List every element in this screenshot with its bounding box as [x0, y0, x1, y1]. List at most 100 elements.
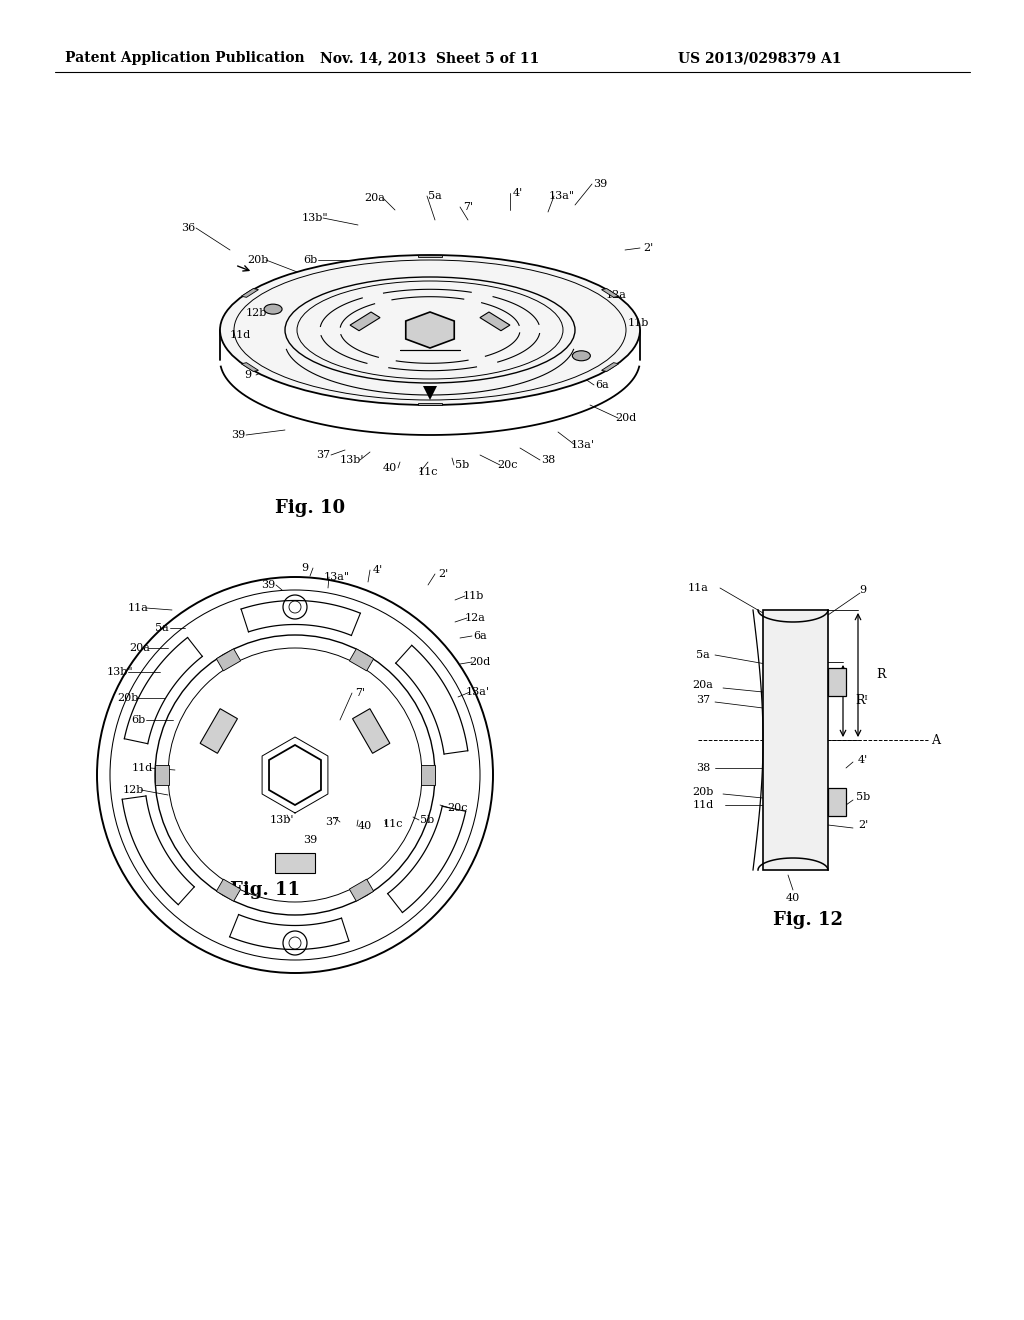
Text: R: R: [876, 668, 886, 681]
Text: 20a: 20a: [692, 680, 714, 690]
Polygon shape: [269, 744, 321, 805]
Polygon shape: [828, 788, 846, 816]
Text: 13a": 13a": [549, 191, 575, 201]
Text: 7': 7': [463, 202, 473, 213]
Text: 13a": 13a": [324, 572, 350, 582]
Text: 11b: 11b: [462, 591, 483, 601]
Text: 38: 38: [696, 763, 710, 774]
Text: 5a: 5a: [696, 649, 710, 660]
Text: 39: 39: [230, 430, 245, 440]
Text: Rᴵ: Rᴵ: [855, 694, 867, 708]
Text: 4': 4': [513, 187, 523, 198]
Text: 20a: 20a: [365, 193, 385, 203]
Text: 5b: 5b: [420, 814, 434, 825]
Text: 37: 37: [325, 817, 339, 828]
Text: 36: 36: [181, 223, 196, 234]
Text: 12a: 12a: [605, 290, 627, 300]
Polygon shape: [424, 635, 435, 647]
Text: 11c: 11c: [383, 818, 403, 829]
Text: 39: 39: [261, 579, 275, 590]
Polygon shape: [216, 648, 241, 671]
Text: Fig. 11: Fig. 11: [230, 880, 300, 899]
Text: 12b: 12b: [122, 785, 143, 795]
Text: 6a: 6a: [595, 380, 609, 389]
Text: 5b: 5b: [856, 792, 870, 803]
Text: 11a: 11a: [687, 583, 709, 593]
Text: 20d: 20d: [615, 413, 637, 422]
Text: Fig. 10: Fig. 10: [275, 499, 345, 517]
Text: 20b: 20b: [692, 787, 714, 797]
Text: 38: 38: [541, 455, 555, 465]
Text: 11c: 11c: [418, 467, 438, 477]
Text: 20c: 20c: [498, 459, 518, 470]
Text: 40: 40: [383, 463, 397, 473]
Text: A: A: [932, 734, 940, 747]
Polygon shape: [423, 385, 437, 400]
Text: 13b': 13b': [269, 814, 294, 825]
Text: 40: 40: [785, 894, 800, 903]
Polygon shape: [763, 610, 828, 870]
Polygon shape: [216, 879, 241, 902]
Text: 9: 9: [301, 564, 308, 573]
Polygon shape: [350, 312, 380, 331]
Text: Patent Application Publication: Patent Application Publication: [66, 51, 305, 65]
Ellipse shape: [220, 255, 640, 405]
Polygon shape: [601, 289, 618, 297]
Polygon shape: [349, 879, 374, 902]
Polygon shape: [155, 635, 166, 647]
Polygon shape: [406, 312, 455, 348]
Polygon shape: [418, 403, 442, 405]
Text: Fig. 12: Fig. 12: [773, 911, 843, 929]
Text: 39: 39: [593, 180, 607, 189]
Polygon shape: [242, 363, 258, 371]
Text: 6a: 6a: [473, 631, 486, 642]
Text: 7': 7': [355, 688, 366, 698]
Polygon shape: [352, 709, 390, 754]
Text: 2': 2': [438, 569, 449, 579]
Polygon shape: [200, 709, 238, 754]
Polygon shape: [828, 668, 846, 696]
Text: 20c: 20c: [447, 803, 468, 813]
Polygon shape: [418, 255, 442, 257]
Polygon shape: [480, 312, 510, 331]
Text: 40: 40: [357, 821, 372, 832]
Text: 20d: 20d: [469, 657, 490, 667]
Text: 13b": 13b": [302, 213, 329, 223]
Text: 13b': 13b': [340, 455, 365, 465]
Text: 37: 37: [316, 450, 330, 459]
Text: 20b: 20b: [118, 693, 138, 704]
Text: 2': 2': [858, 820, 868, 830]
Text: 4': 4': [373, 565, 383, 576]
Ellipse shape: [264, 304, 282, 314]
Text: US 2013/0298379 A1: US 2013/0298379 A1: [678, 51, 842, 65]
Text: Nov. 14, 2013  Sheet 5 of 11: Nov. 14, 2013 Sheet 5 of 11: [321, 51, 540, 65]
Polygon shape: [242, 289, 258, 297]
Text: 9: 9: [859, 585, 866, 595]
Text: 39: 39: [303, 836, 317, 845]
Text: 20a: 20a: [130, 643, 151, 653]
Text: 20b: 20b: [248, 255, 268, 265]
Text: 11d: 11d: [229, 330, 251, 341]
Text: 12a: 12a: [465, 612, 485, 623]
Polygon shape: [421, 766, 435, 785]
Text: 6b: 6b: [131, 715, 145, 725]
Text: 37: 37: [696, 696, 710, 705]
Text: 9: 9: [245, 370, 252, 380]
Text: 13a': 13a': [571, 440, 595, 450]
Text: 11b: 11b: [628, 318, 648, 327]
Text: 12b: 12b: [246, 308, 266, 318]
Polygon shape: [601, 363, 618, 371]
Text: 6b: 6b: [303, 255, 317, 265]
Text: 5a: 5a: [155, 623, 169, 634]
Polygon shape: [155, 766, 169, 785]
Text: 5b: 5b: [455, 459, 469, 470]
Text: 11d: 11d: [692, 800, 714, 810]
Text: 5a: 5a: [428, 191, 442, 201]
Text: 13a': 13a': [466, 686, 490, 697]
Polygon shape: [424, 904, 435, 915]
Polygon shape: [275, 853, 315, 873]
Text: 13b": 13b": [106, 667, 133, 677]
Text: 4': 4': [858, 755, 868, 766]
Text: 2': 2': [643, 243, 653, 253]
Text: 11a: 11a: [128, 603, 148, 612]
